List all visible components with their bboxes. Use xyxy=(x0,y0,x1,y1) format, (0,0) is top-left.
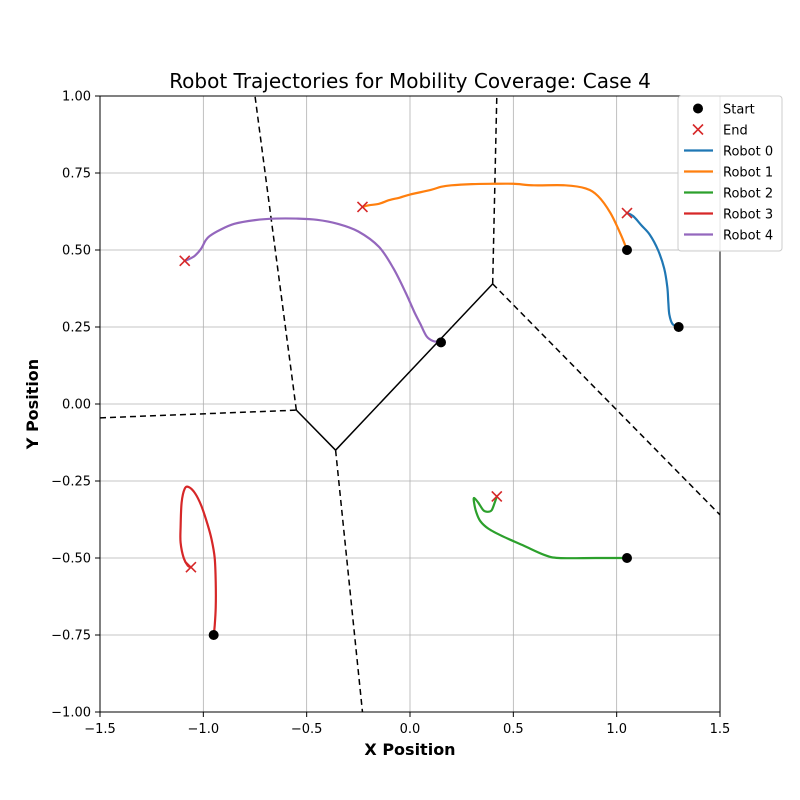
y-tick-label: −1.00 xyxy=(51,706,91,721)
end-marker-robot-2 xyxy=(491,490,503,502)
x-tick-label: 0.0 xyxy=(400,722,421,737)
start-marker-robot-4 xyxy=(436,337,446,348)
end-marker-robot-4 xyxy=(179,255,191,267)
voronoi-edge-solid xyxy=(335,283,494,451)
voronoi-layer xyxy=(100,96,720,712)
legend-start-swatch xyxy=(693,103,703,114)
legend-label-robot-3: Robot 3 xyxy=(723,208,773,223)
trajectory-robot-1 xyxy=(361,182,629,252)
legend-label-robot-0: Robot 0 xyxy=(723,145,773,160)
x-tick-label: −1.5 xyxy=(84,722,116,737)
y-tick-label: −0.25 xyxy=(51,475,91,490)
legend: Start End Robot 0 Robot 1 Robot 2 Robot 3 Robo… xyxy=(677,95,783,252)
legend-box xyxy=(677,95,783,252)
trajectory-robot-2 xyxy=(472,495,629,560)
series-layer xyxy=(179,182,680,637)
end-marker-robot-3 xyxy=(185,561,197,573)
grid-layer xyxy=(99,95,721,713)
marker-layer xyxy=(179,201,684,640)
y-axis-label: Y Position xyxy=(23,359,42,450)
x-tick-label: −1.0 xyxy=(188,722,220,737)
trajectory-robot-4 xyxy=(183,217,443,344)
start-marker-robot-1 xyxy=(622,245,632,255)
end-marker-robot-1 xyxy=(356,201,369,213)
x-tick-label: 1.0 xyxy=(606,722,627,737)
voronoi-edge-solid xyxy=(295,409,337,451)
legend-label-robot-2: Robot 2 xyxy=(723,187,773,202)
start-marker-robot-2 xyxy=(622,553,632,563)
voronoi-edge-dashed xyxy=(491,96,498,284)
y-tick-label: −0.75 xyxy=(51,629,91,644)
voronoi-edge-dashed xyxy=(254,96,298,411)
x-tick-label: −0.5 xyxy=(291,722,323,737)
end-marker-robot-0 xyxy=(621,207,633,219)
legend-end-label: End xyxy=(723,124,748,139)
y-tick-label: 1.00 xyxy=(62,90,91,105)
start-marker-robot-0 xyxy=(673,322,684,332)
y-tick-label: 0.25 xyxy=(62,321,91,336)
x-axis-label: X Position xyxy=(364,740,455,759)
legend-label-robot-1: Robot 1 xyxy=(723,166,773,181)
x-tick-label: 1.5 xyxy=(710,722,731,737)
voronoi-edge-dashed xyxy=(334,450,364,712)
voronoi-edge-dashed xyxy=(492,283,720,516)
y-tick-label: 0.50 xyxy=(62,244,91,259)
trajectory-robot-3 xyxy=(179,485,217,637)
legend-start-label: Start xyxy=(723,103,755,118)
voronoi-edge-dashed xyxy=(100,409,297,419)
y-tick-label: 0.75 xyxy=(62,167,91,182)
trajectory-robot-0 xyxy=(625,211,680,329)
legend-end-swatch xyxy=(692,123,704,136)
y-tick-label: −0.50 xyxy=(51,552,91,567)
y-tick-label: 0.00 xyxy=(62,398,91,413)
tick-layer: −1.5 −1.0 −0.5 0.0 0.5 1.0 1.5 −1.00 −0.75 −0.50 −… xyxy=(51,90,730,738)
x-tick-label: 0.5 xyxy=(503,722,524,737)
legend-label-robot-4: Robot 4 xyxy=(723,229,773,244)
start-marker-robot-3 xyxy=(208,630,219,640)
chart-title: Robot Trajectories for Mobility Coverage… xyxy=(169,69,651,93)
